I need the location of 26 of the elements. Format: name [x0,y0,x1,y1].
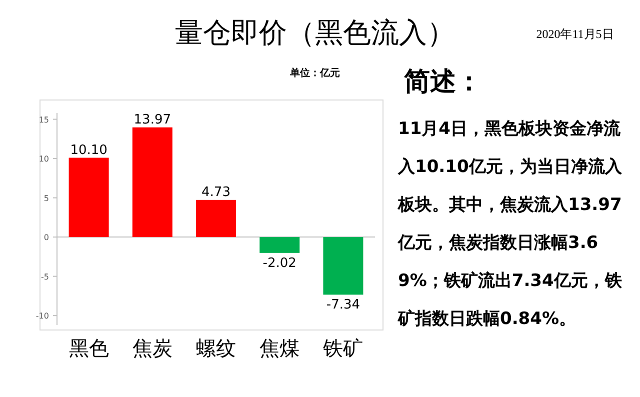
y-tick-label: -10 [36,312,49,321]
text: 2020年11月5日 [536,27,614,41]
bar [323,237,364,295]
chart-title: 量仓即价（黑色流入） [175,18,455,49]
data-label: 4.73 [202,184,230,200]
text: 单位：亿元 [289,67,340,79]
x-tick-label: 铁矿 [322,338,364,360]
data-label: -2.02 [262,256,296,271]
text: 简述： [404,66,483,99]
bar [68,158,109,238]
y-tick-label: 5 [44,194,49,203]
bar [196,200,236,238]
bar [132,127,172,238]
x-tick-label: 黑色 [68,338,109,360]
y-tick-label: 10 [38,154,49,164]
data-label: -7.34 [326,298,360,313]
bar [260,237,300,253]
x-tick-label: 焦炭 [132,338,172,360]
x-tick-label: 螺纹 [196,338,236,360]
y-tick-label: 15 [38,115,49,124]
y-tick-label: 0 [44,233,49,242]
data-label: 10.10 [70,142,108,158]
x-tick-label: 焦煤 [260,338,300,360]
data-label: 13.97 [134,112,172,128]
y-tick-label: -5 [41,272,49,282]
text: 11月4日，黑色板块资金净流入10.10亿元，为当日净流入板块。其中，焦炭流入13.97亿元，焦炭指数日涨幅3.69%；铁矿流出7.34亿元，铁矿指数日跌幅0.84%。 [398,118,623,331]
